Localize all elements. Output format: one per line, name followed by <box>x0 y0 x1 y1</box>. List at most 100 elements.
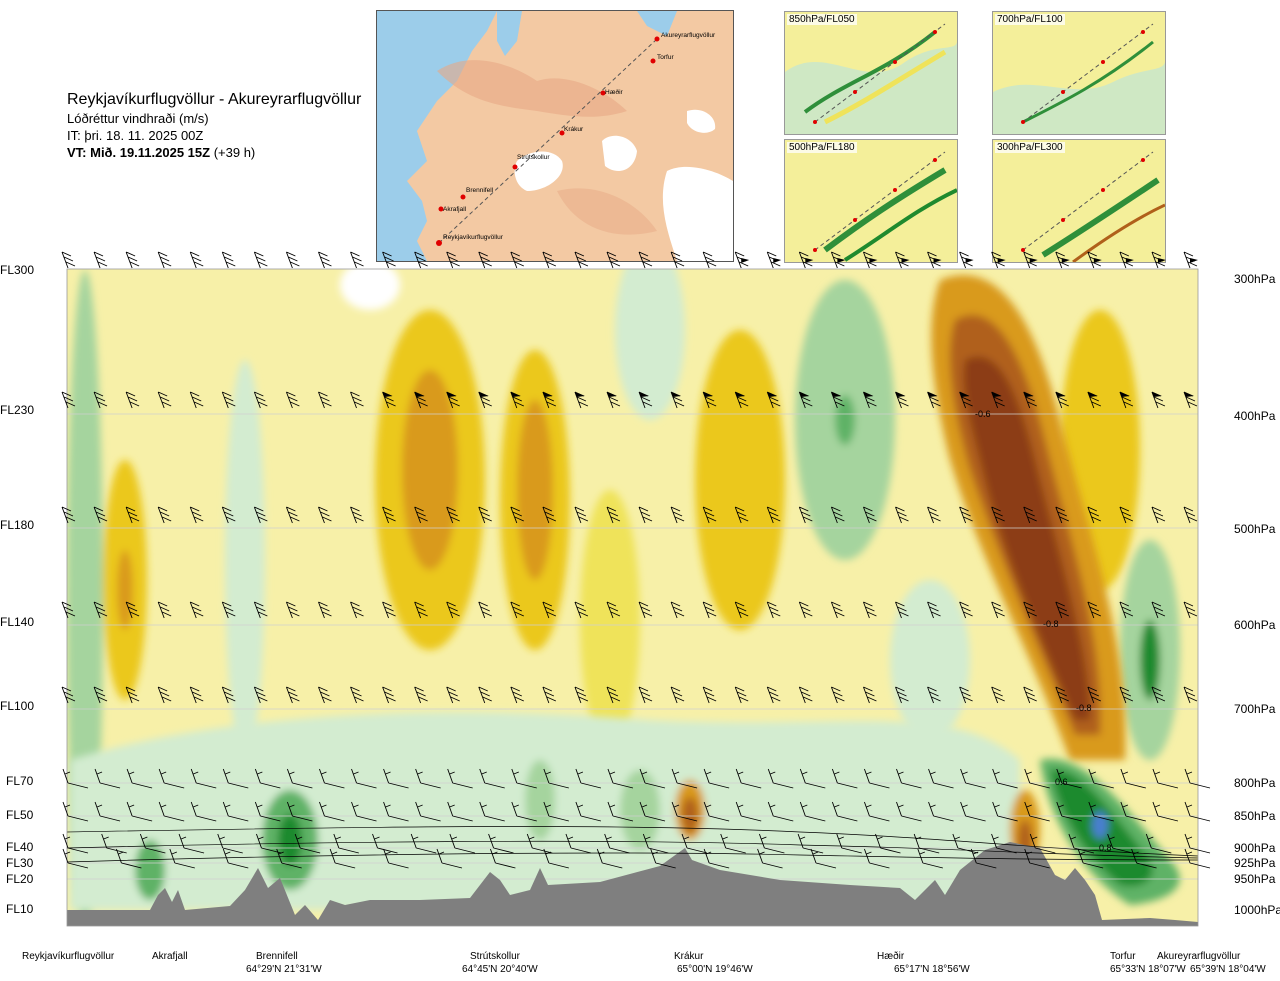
wind-barb <box>414 601 428 619</box>
wind-barb <box>294 833 321 854</box>
wind-barb <box>734 686 749 704</box>
wind-barb <box>830 506 845 524</box>
wind-barb <box>1024 801 1050 822</box>
wind-barb <box>169 848 195 869</box>
wind-barb <box>830 391 845 409</box>
valid-time-text: VT: Mið. 19.11.2025 15Z <box>67 145 211 160</box>
wind-barb <box>253 506 268 524</box>
wind-barb <box>1023 251 1038 269</box>
wind-barb <box>285 601 300 619</box>
wind-barb <box>1152 801 1179 822</box>
map-label-strutskollur: Strútskollur <box>517 154 550 161</box>
wind-barb <box>125 391 140 409</box>
wind-barb <box>798 251 814 269</box>
wind-barb <box>94 768 121 789</box>
fl-label: FL20 <box>6 872 34 886</box>
contour-label: -0.8 <box>1076 703 1092 713</box>
wind-barb <box>638 251 653 269</box>
contour-label: -0.6 <box>975 409 991 419</box>
wind-barb <box>1183 391 1198 409</box>
wind-barb <box>1183 506 1198 524</box>
fl-label: FL70 <box>6 774 34 788</box>
wind-barb <box>350 686 364 704</box>
route-point-coord: 65°39'N 18°04'W <box>1190 964 1266 975</box>
wind-barb <box>350 251 364 269</box>
wind-barb <box>286 801 313 822</box>
wind-barb <box>1183 601 1198 619</box>
wind-barb <box>798 686 813 704</box>
wind-barb <box>511 801 537 822</box>
pressure-label: 400hPa <box>1234 409 1276 423</box>
wind-barb <box>157 601 172 619</box>
lead-time: (+39 h) <box>213 145 256 160</box>
wind-barb <box>478 506 492 524</box>
wind-barb <box>318 686 332 704</box>
wind-barb <box>1184 833 1211 854</box>
wind-barb <box>382 601 396 619</box>
route-point-name: Brennifell <box>256 951 298 962</box>
wind-barb <box>960 768 986 789</box>
wind-barb <box>526 833 553 854</box>
wind-barb <box>992 801 1018 822</box>
route-point-name: Reykjavíkurflugvöllur <box>22 951 115 962</box>
wind-barb <box>1119 251 1134 269</box>
wind-barb <box>436 848 463 869</box>
route-point-coord: 65°33'N 18°07'W <box>1110 964 1186 975</box>
wind-barb <box>479 768 505 789</box>
contour-label: -0.8 <box>1043 619 1059 629</box>
level-map-850: 850hPa/FL050 <box>784 11 958 135</box>
route-point-name: Akrafjall <box>152 951 188 962</box>
wind-barb <box>490 848 516 869</box>
wind-barb <box>157 251 172 269</box>
wind-barb <box>863 506 877 524</box>
level-map-700-graphic <box>993 23 1165 134</box>
wind-barb <box>642 833 669 854</box>
wind-barb <box>638 686 653 704</box>
wind-barb <box>757 848 783 869</box>
wind-barb <box>1024 768 1050 789</box>
wind-barb <box>446 251 460 269</box>
wind-barb <box>1119 686 1134 704</box>
wind-barb <box>217 833 243 854</box>
wind-barb <box>638 391 653 409</box>
wind-barb <box>798 391 813 409</box>
wind-barb <box>671 801 698 822</box>
fl-label: FL40 <box>6 840 34 854</box>
wind-barb <box>1120 768 1146 789</box>
wind-barb <box>1088 801 1114 822</box>
wind-barb <box>488 833 514 854</box>
pressure-label: 900hPa <box>1234 841 1276 855</box>
wind-barb <box>959 601 973 619</box>
streamlines <box>67 826 1198 863</box>
wind-barb <box>836 833 862 854</box>
wind-barb <box>670 601 685 619</box>
parameter-label: Lóðréttur vindhraði (m/s) <box>67 111 209 126</box>
pressure-label: 800hPa <box>1234 776 1276 790</box>
wind-barb <box>414 391 428 409</box>
wind-barb <box>670 686 685 704</box>
wind-barb <box>638 601 653 619</box>
wind-barb <box>190 768 217 789</box>
route-point-name: Torfur <box>1110 951 1136 962</box>
wind-barb <box>125 601 140 619</box>
wind-barb <box>607 801 634 822</box>
wind-barb <box>1023 686 1037 704</box>
wind-barb <box>1077 848 1104 869</box>
wind-barb <box>830 251 846 269</box>
wind-barb <box>798 506 813 524</box>
wind-barb <box>93 686 108 704</box>
route-point-coord: 64°29'N 21°31'W <box>246 964 322 975</box>
wind-barb <box>575 801 602 822</box>
wind-barb <box>222 801 249 822</box>
chart-title: Reykjavíkurflugvöllur - Akureyrarflugvöl… <box>67 91 362 108</box>
wind-barb <box>917 848 943 869</box>
wind-barb <box>1056 768 1082 789</box>
wind-barbs <box>61 251 1211 869</box>
wind-barb <box>703 768 730 789</box>
wind-barb <box>952 833 978 854</box>
wind-barb <box>61 686 76 704</box>
wind-barb <box>116 848 142 869</box>
wind-barb <box>606 686 621 704</box>
init-time: IT: þri. 18. 11. 2025 00Z <box>67 128 204 143</box>
wind-barb <box>510 506 524 524</box>
